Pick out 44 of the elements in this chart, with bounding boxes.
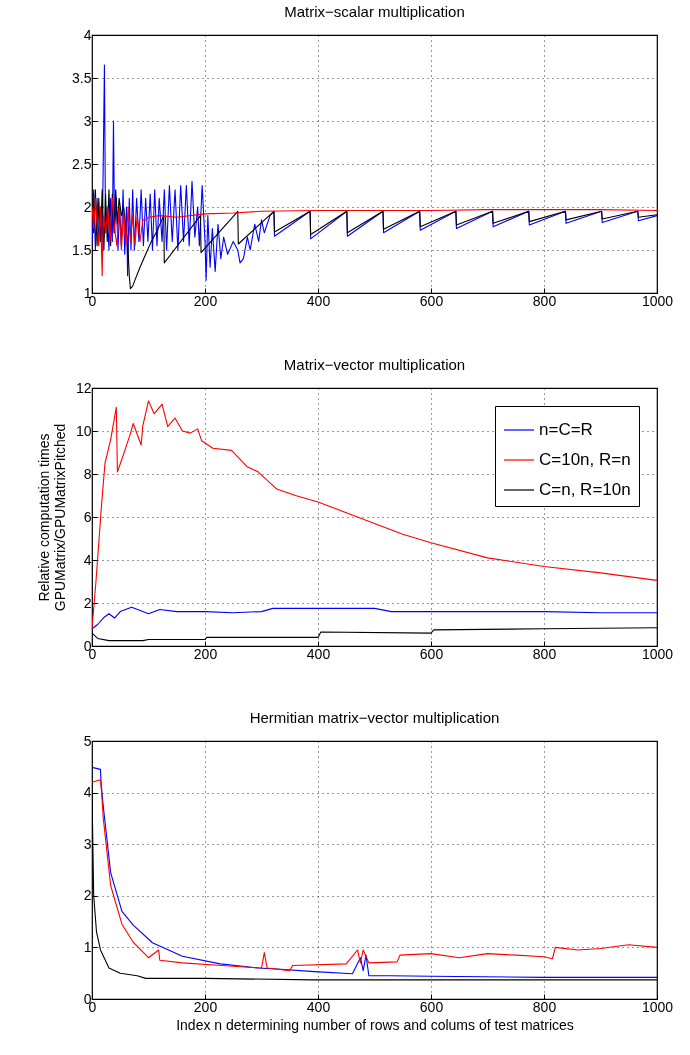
x-tick-label: 800: [532, 292, 557, 309]
x-tick-label: 800: [532, 645, 557, 662]
y-tick-label: 8: [83, 465, 92, 482]
legend-label: C=10n, R=n: [539, 450, 631, 469]
x-tick-label: 400: [306, 998, 331, 1015]
x-tick-label: 200: [193, 998, 218, 1015]
y-tick-label: 4: [83, 26, 92, 43]
x-tick-label: 400: [306, 645, 331, 662]
x-axis-title: Index n determining number of rows and colums of test matrices: [176, 1016, 574, 1033]
y-tick-label: 5: [83, 732, 92, 749]
y-tick-label: 12: [75, 379, 92, 396]
chart-title: Matrix−scalar multiplication: [284, 3, 465, 20]
chart-title: Matrix−vector multiplication: [283, 356, 466, 373]
y-tick-label: 4: [83, 551, 92, 568]
y-tick-label: 10: [75, 422, 92, 439]
y-tick-label: 3: [83, 112, 92, 129]
line-series: [92, 197, 657, 277]
line-series: [92, 606, 657, 630]
y-tick-label: 1: [83, 938, 92, 955]
y-tick-label: 2: [83, 887, 92, 904]
x-tick-label: 800: [532, 998, 557, 1015]
y-tick-label: 2: [83, 594, 92, 611]
x-tick-label: 600: [419, 998, 444, 1015]
line-series: [92, 64, 657, 281]
y-tick-label: 1.5: [72, 241, 92, 258]
x-tick-label: 600: [419, 292, 444, 309]
y-axis-title: Relative computation times GPUMatrix/GPUMatrixPitched: [35, 423, 68, 612]
x-tick-label: 1000: [641, 645, 674, 662]
y-tick-label: 3: [83, 835, 92, 852]
line-series: [92, 400, 657, 630]
x-tick-label: 1000: [641, 292, 674, 309]
legend-label: n=C=R: [539, 420, 593, 439]
y-tick-label: 6: [83, 508, 92, 525]
x-tick-label: 200: [193, 645, 218, 662]
y-tick-label: 4: [83, 784, 92, 801]
legend-label: C=n, R=10n: [539, 480, 631, 499]
x-tick-label: 600: [419, 645, 444, 662]
x-tick-label: 200: [193, 292, 218, 309]
y-tick-label: 2: [83, 198, 92, 215]
y-tick-label: 2.5: [72, 155, 92, 172]
y-tick-label: 3.5: [72, 69, 92, 86]
x-tick-label: 400: [306, 292, 331, 309]
x-tick-label: 1000: [641, 998, 674, 1015]
chart-title: Hermitian matrix−vector multiplication: [249, 709, 500, 726]
